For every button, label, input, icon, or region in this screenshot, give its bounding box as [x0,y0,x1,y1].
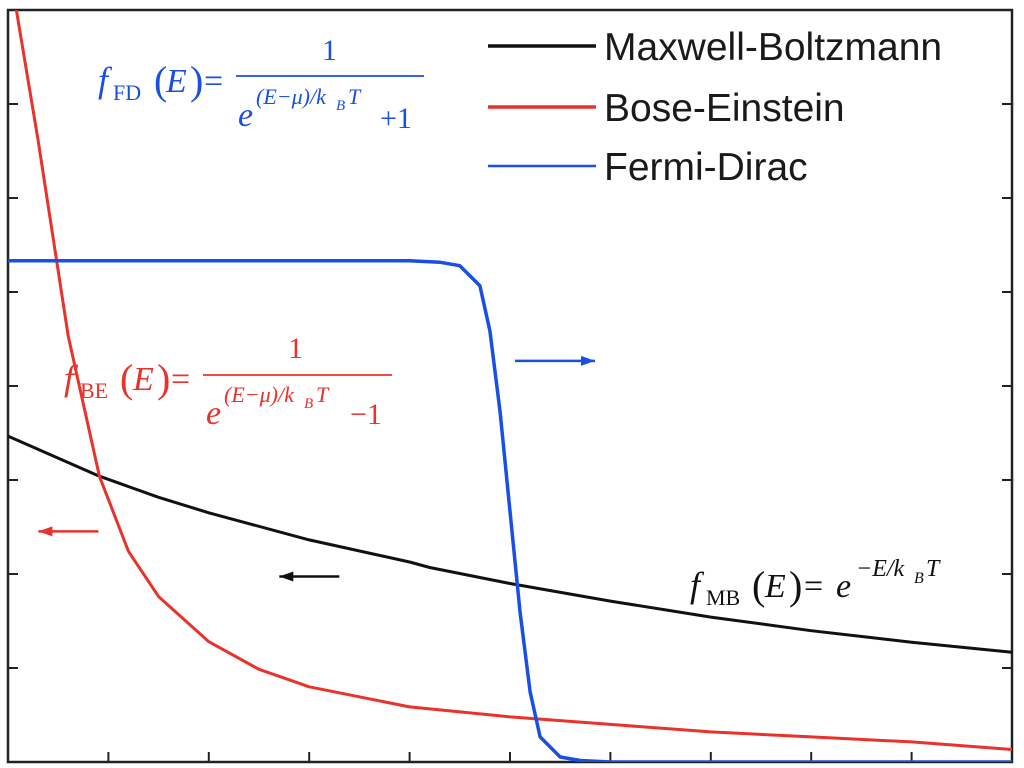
be-num: 1 [288,332,303,365]
mb-lparen: ( [752,563,765,608]
arrow-head-bose-einstein [38,526,53,537]
be-arg: E [132,361,154,398]
be-expsub: B [304,396,313,412]
direction-arrows [38,355,596,582]
fd-e: e [238,97,253,134]
curves [8,10,1012,762]
be-equals: = [171,361,190,398]
be-expT: T [316,382,330,407]
arrow-head-maxwell-boltzmann [279,571,294,582]
mb-rparen: ) [789,563,802,608]
fd-rparen: ) [190,58,203,103]
fd-arg: E [165,63,187,100]
mb-exp: −E/k [856,556,905,582]
be-lparen: ( [120,356,133,401]
mb-arg: E [764,568,786,605]
mb-expT: T [926,556,941,582]
mb-expsub: B [914,570,924,587]
fd-equals: = [204,63,223,100]
legend: Maxwell-Boltzmann Bose-Einstein Fermi-Di… [488,26,942,189]
fd-tail: +1 [380,102,412,135]
mb-sub: MB [706,585,740,610]
fd-lparen: ( [154,58,167,103]
arrow-head-fermi-dirac [581,355,596,366]
be-rparen: ) [157,356,170,401]
fd-expsub: B [336,98,345,114]
fd-exp: (E−μ)/k [256,84,327,109]
be-sub: BE [80,378,108,403]
be-tail: −1 [350,398,382,431]
be-e: e [206,395,221,432]
mb-equals: = [804,568,823,605]
series-line-maxwell-boltzmann [8,434,1012,654]
fd-expT: T [348,84,362,109]
plot-frame [6,8,1014,764]
mb-e: e [836,568,851,605]
series-line-fermi-dirac [8,258,1012,762]
series-line-bose-einstein [14,10,1012,751]
mb-formula: f MB ( E ) = e −E/k B T [690,556,941,610]
fd-num: 1 [322,34,337,67]
legend-label-be: Bose-Einstein [604,87,845,130]
legend-label-mb: Maxwell-Boltzmann [604,26,942,69]
be-exp: (E−μ)/k [224,382,295,407]
legend-label-fd: Fermi-Dirac [604,146,808,189]
fd-sub: FD [113,80,141,105]
